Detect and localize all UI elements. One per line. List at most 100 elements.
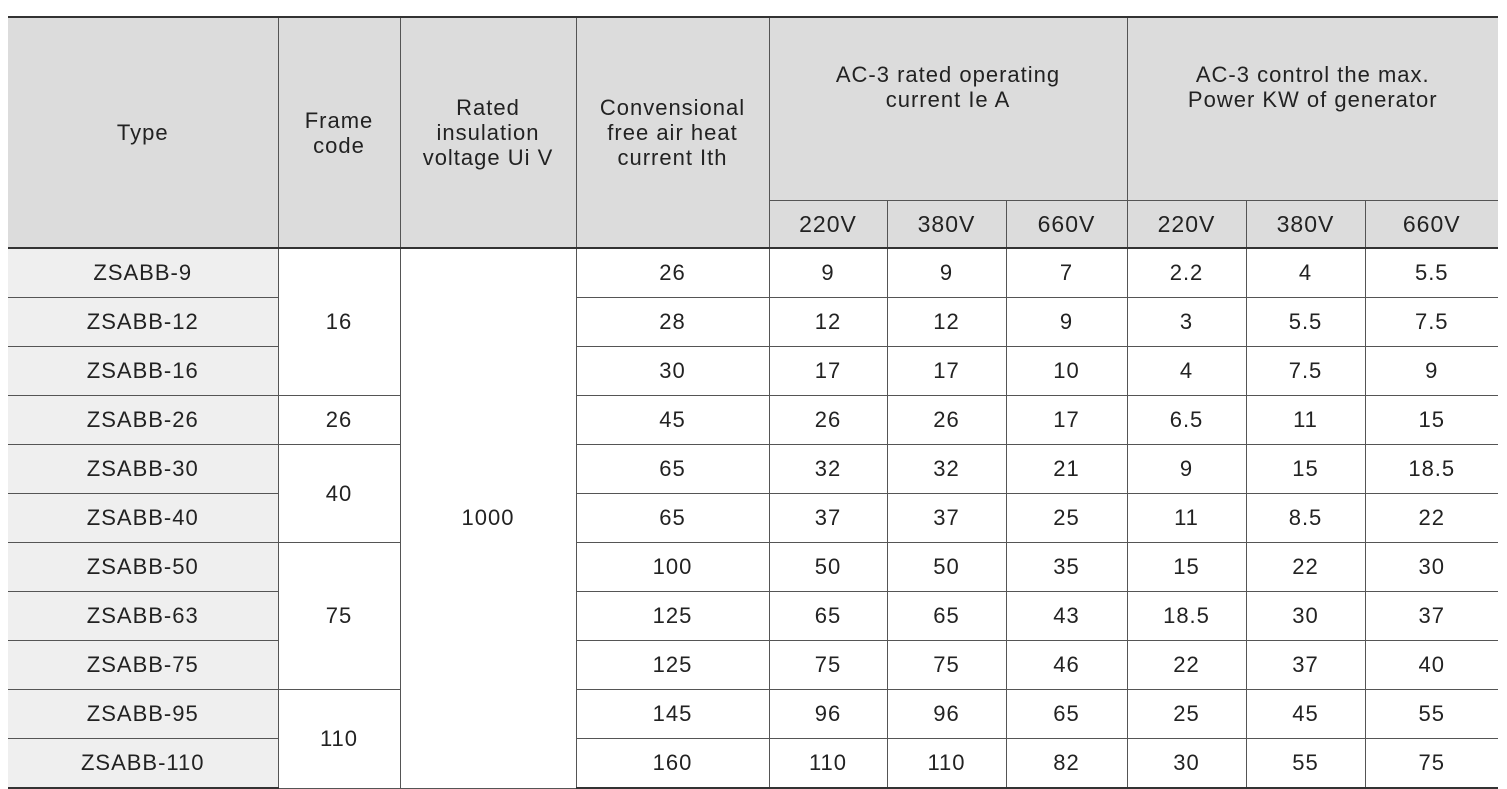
value-cell-ith: 145 [575, 689, 770, 739]
value-cell-i380: 65 [886, 591, 1007, 641]
value-cell-i220: 50 [768, 542, 888, 592]
value-cell-p380: 7.5 [1245, 346, 1366, 396]
value-cell-ith: 45 [575, 395, 770, 445]
value-cell-p220: 15 [1126, 542, 1247, 592]
table-row: ZSABB-75 125 75 75 46 22 37 40 [8, 640, 1498, 690]
value-cell-p220: 2.2 [1126, 247, 1247, 298]
value-cell-i660: 82 [1005, 738, 1128, 789]
value-cell-i660: 35 [1005, 542, 1128, 592]
value-cell-p660: 9 [1364, 346, 1498, 396]
value-cell-i380: 37 [886, 493, 1007, 543]
value-cell-i660: 25 [1005, 493, 1128, 543]
value-cell-p660: 15 [1364, 395, 1498, 445]
table-row: ZSABB-16 30 17 17 10 4 7.5 9 [8, 346, 1498, 396]
header-current-660v: 660V [1005, 200, 1128, 249]
table-row: ZSABB-63 125 65 65 43 18.5 30 37 [8, 591, 1498, 641]
value-cell-i380: 50 [886, 542, 1007, 592]
value-cell-p220: 3 [1126, 297, 1247, 347]
value-cell-i220: 110 [768, 738, 888, 789]
type-cell: ZSABB-30 [8, 444, 279, 494]
value-cell-p380: 5.5 [1245, 297, 1366, 347]
header-current-380v: 380V [886, 200, 1007, 249]
header-power-660v: 660V [1364, 200, 1498, 249]
value-cell-ith: 125 [575, 591, 770, 641]
value-cell-i380: 17 [886, 346, 1007, 396]
value-cell-i220: 37 [768, 493, 888, 543]
type-cell: ZSABB-9 [8, 247, 279, 298]
value-cell-p660: 40 [1364, 640, 1498, 690]
value-cell-i660: 10 [1005, 346, 1128, 396]
value-cell-i380: 9 [886, 247, 1007, 298]
value-cell-i220: 65 [768, 591, 888, 641]
value-cell-p660: 30 [1364, 542, 1498, 592]
value-cell-ith: 100 [575, 542, 770, 592]
value-cell-p660: 18.5 [1364, 444, 1498, 494]
type-cell: ZSABB-40 [8, 493, 279, 543]
value-cell-i380: 26 [886, 395, 1007, 445]
type-cell: ZSABB-63 [8, 591, 279, 641]
table-row: ZSABB-30 40 65 32 32 21 9 15 18.5 [8, 444, 1498, 543]
frame-code-cell: 40 [277, 444, 401, 543]
rated-voltage-cell: 1000 [399, 247, 577, 789]
value-cell-p380: 55 [1245, 738, 1366, 789]
header-frame-code: Frame code [277, 16, 401, 249]
value-cell-ith: 65 [575, 493, 770, 543]
type-cell: ZSABB-26 [8, 395, 279, 445]
value-cell-p220: 22 [1126, 640, 1247, 690]
value-cell-i660: 21 [1005, 444, 1128, 494]
header-power-380v: 380V [1245, 200, 1366, 249]
header-ac3-rated-current: AC-3 rated operating current Ie A [768, 16, 1128, 201]
value-cell-ith: 65 [575, 444, 770, 494]
value-cell-ith: 30 [575, 346, 770, 396]
header-type: Type [8, 16, 279, 249]
value-cell-p380: 37 [1245, 640, 1366, 690]
value-cell-i220: 75 [768, 640, 888, 690]
value-cell-i220: 17 [768, 346, 888, 396]
value-cell-i220: 32 [768, 444, 888, 494]
table-row: ZSABB-40 65 37 37 25 11 8.5 22 [8, 493, 1498, 543]
header-rated-insulation-voltage: Rated insulation voltage Ui V [399, 16, 577, 249]
value-cell-p660: 37 [1364, 591, 1498, 641]
value-cell-p660: 5.5 [1364, 247, 1498, 298]
header-conventional-current: Convensional free air heat current Ith [575, 16, 770, 249]
value-cell-p660: 7.5 [1364, 297, 1498, 347]
frame-code-cell: 75 [277, 542, 401, 690]
table-row: ZSABB-95 110 145 96 96 65 25 45 55 [8, 689, 1498, 789]
value-cell-p660: 22 [1364, 493, 1498, 543]
frame-code-cell: 110 [277, 689, 401, 789]
table-row: ZSABB-110 160 110 110 82 30 55 75 [8, 738, 1498, 789]
value-cell-i660: 7 [1005, 247, 1128, 298]
value-cell-i220: 9 [768, 247, 888, 298]
value-cell-i380: 110 [886, 738, 1007, 789]
value-cell-p220: 4 [1126, 346, 1247, 396]
value-cell-p220: 25 [1126, 689, 1247, 739]
value-cell-p220: 11 [1126, 493, 1247, 543]
value-cell-i660: 46 [1005, 640, 1128, 690]
frame-code-cell: 26 [277, 395, 401, 445]
table-row: ZSABB-12 28 12 12 9 3 5.5 7.5 [8, 297, 1498, 347]
contactor-spec-table: Type Frame code Rated insulation voltage Ui… [8, 16, 1498, 789]
value-cell-i220: 26 [768, 395, 888, 445]
table-row: ZSABB-26 26 45 26 26 17 6.5 11 15 [8, 395, 1498, 445]
header-power-220v: 220V [1126, 200, 1247, 249]
value-cell-i660: 17 [1005, 395, 1128, 445]
value-cell-p380: 4 [1245, 247, 1366, 298]
value-cell-i660: 9 [1005, 297, 1128, 347]
value-cell-i380: 12 [886, 297, 1007, 347]
value-cell-i220: 96 [768, 689, 888, 739]
value-cell-i380: 32 [886, 444, 1007, 494]
header-ac3-max-power: AC-3 control the max. Power KW of generat… [1126, 16, 1498, 201]
value-cell-p380: 11 [1245, 395, 1366, 445]
value-cell-p220: 30 [1126, 738, 1247, 789]
value-cell-i220: 12 [768, 297, 888, 347]
value-cell-ith: 160 [575, 738, 770, 789]
value-cell-i380: 96 [886, 689, 1007, 739]
frame-code-cell: 16 [277, 247, 401, 396]
value-cell-p220: 18.5 [1126, 591, 1247, 641]
value-cell-i660: 65 [1005, 689, 1128, 739]
value-cell-p380: 30 [1245, 591, 1366, 641]
table-row: ZSABB-50 75 100 50 50 35 15 22 30 [8, 542, 1498, 690]
value-cell-p380: 8.5 [1245, 493, 1366, 543]
value-cell-p380: 15 [1245, 444, 1366, 494]
table-row: ZSABB-9 16 1000 26 9 9 7 2.2 4 5.5 [8, 247, 1498, 789]
